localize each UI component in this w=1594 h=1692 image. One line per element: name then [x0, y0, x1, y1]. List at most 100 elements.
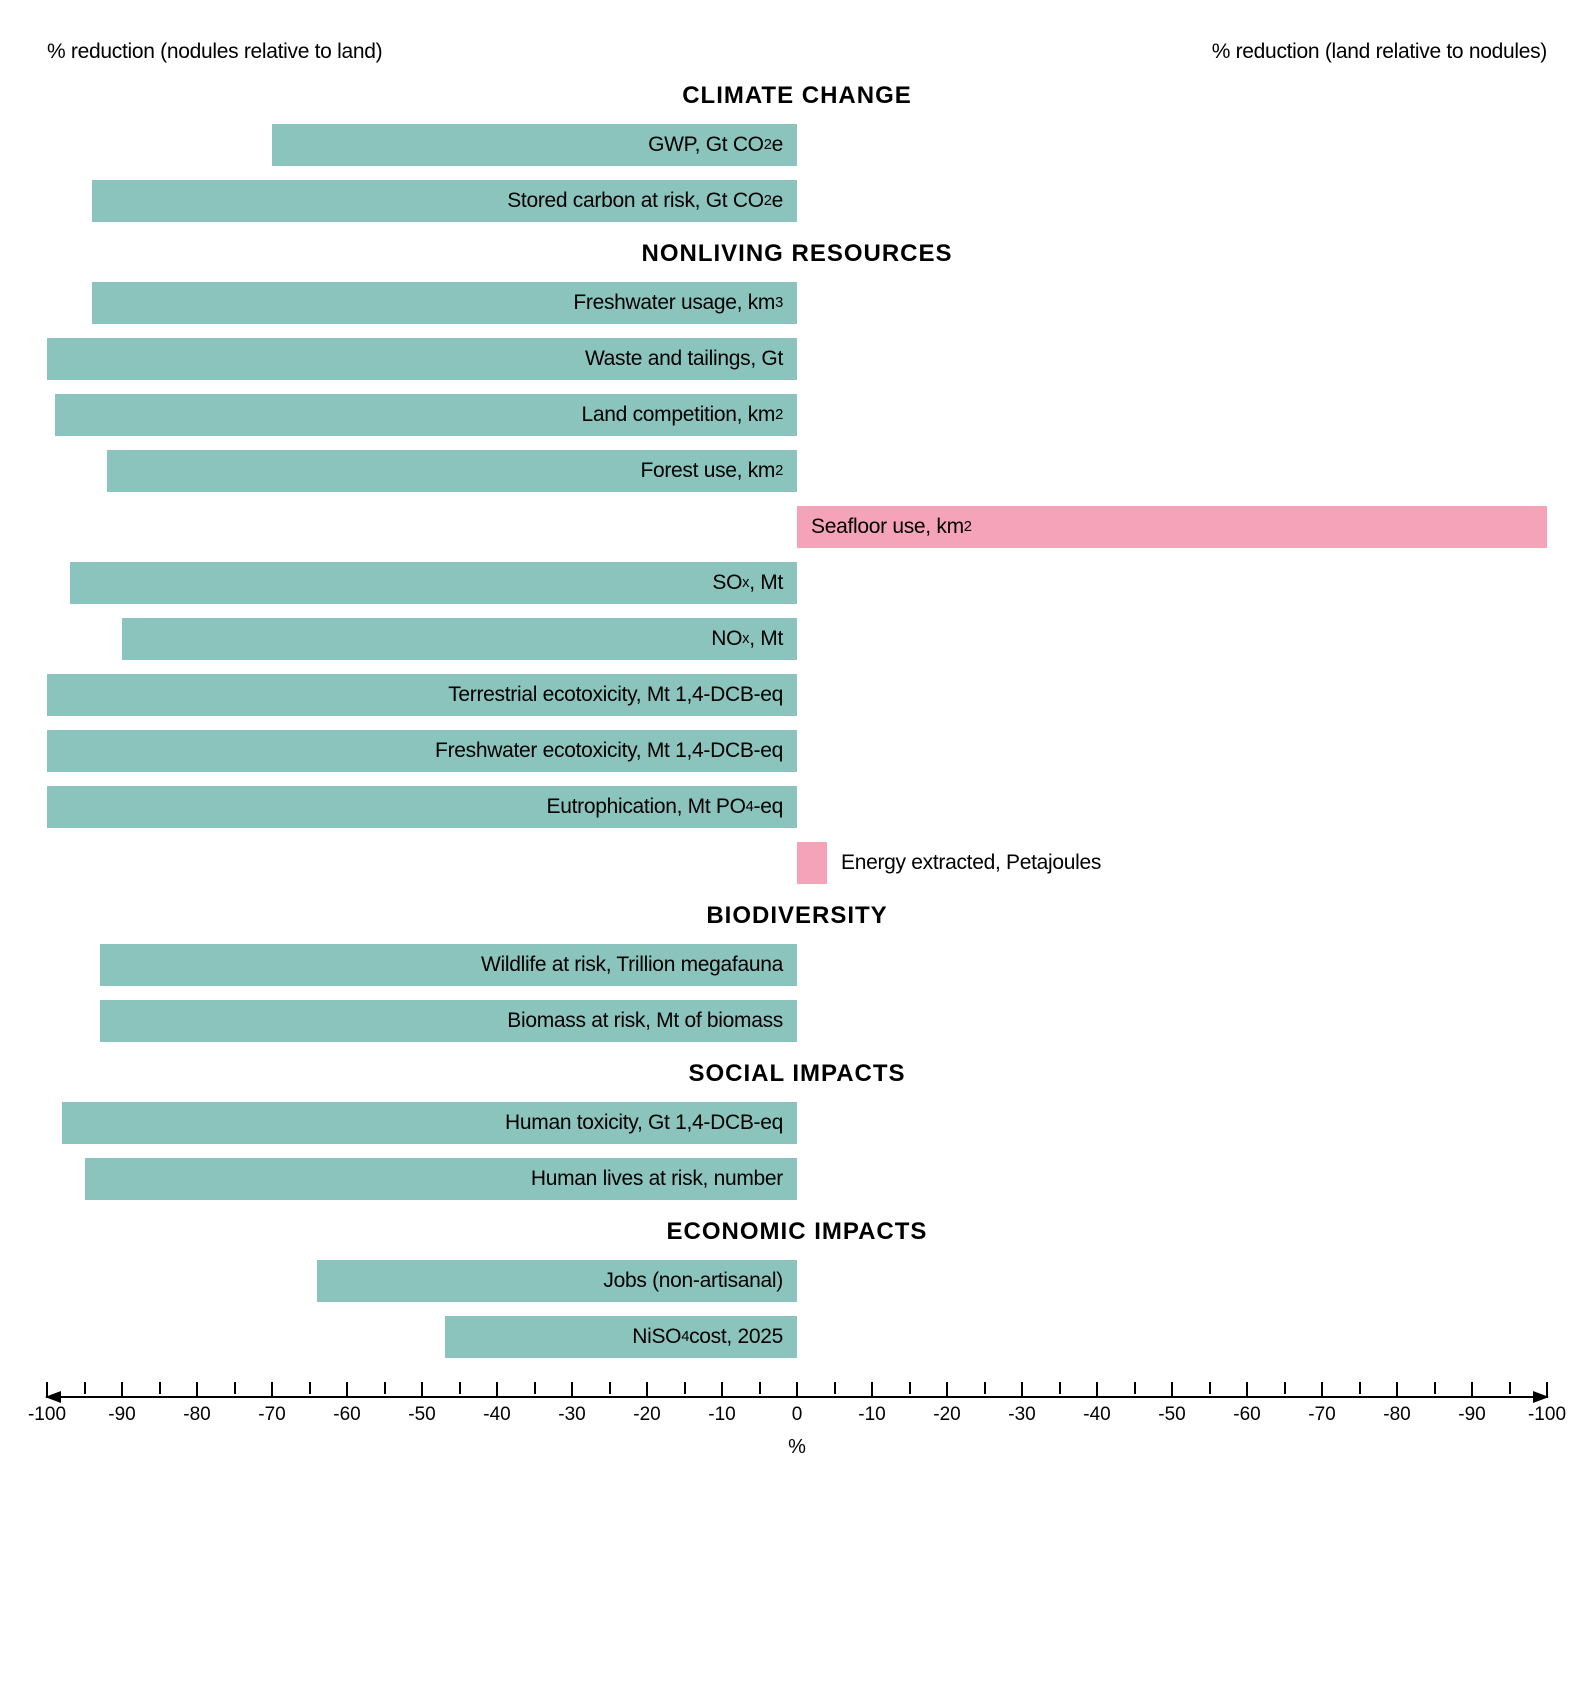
bar: NOx, Mt	[122, 618, 797, 660]
bar-half-left: NiSO4 cost, 2025	[47, 1316, 797, 1358]
tick-label: -10	[858, 1404, 885, 1426]
bar: Forest use, km2	[107, 450, 797, 492]
x-axis: -100-90-80-70-60-50-40-30-20-100-10-20-3…	[47, 1382, 1547, 1452]
tick-minor	[834, 1382, 836, 1394]
bar-row: Eutrophication, Mt PO4-eq	[47, 786, 1547, 828]
tick-minor	[1134, 1382, 1136, 1394]
bar-row: Human lives at risk, number	[47, 1158, 1547, 1200]
tick-label: -90	[1458, 1404, 1485, 1426]
section-header: ECONOMIC IMPACTS	[47, 1218, 1547, 1246]
bar: Seafloor use, km2	[797, 506, 1547, 548]
bar-half-right	[797, 1158, 1547, 1200]
bar-half-right: Seafloor use, km2	[797, 506, 1547, 548]
bar-row: Jobs (non-artisanal)	[47, 1260, 1547, 1302]
left-axis-label: % reduction (nodules relative to land)	[47, 40, 382, 64]
bar-half-right	[797, 180, 1547, 222]
tick-label: -20	[933, 1404, 960, 1426]
tick-label: -70	[1308, 1404, 1335, 1426]
bar-half-right	[797, 786, 1547, 828]
axis-tick-labels: -100-90-80-70-60-50-40-30-20-100-10-20-3…	[47, 1404, 1547, 1432]
bar-half-right	[797, 944, 1547, 986]
section-header: SOCIAL IMPACTS	[47, 1060, 1547, 1088]
bar-half-right	[797, 1102, 1547, 1144]
bar-half-right	[797, 1260, 1547, 1302]
tick-label: -50	[1158, 1404, 1185, 1426]
bars-area: CLIMATE CHANGE GWP, Gt CO2e Stored carbon …	[47, 82, 1547, 1358]
bar-half-left: Freshwater usage, km3	[47, 282, 797, 324]
bar-half-right	[797, 124, 1547, 166]
bar-half-left: Human lives at risk, number	[47, 1158, 797, 1200]
tick-minor	[1434, 1382, 1436, 1394]
tick-label: -100	[28, 1404, 66, 1426]
bar-half-left	[47, 842, 797, 884]
bar-half-right	[797, 450, 1547, 492]
tick-label: -50	[408, 1404, 435, 1426]
bar-half-right	[797, 282, 1547, 324]
tick-minor	[984, 1382, 986, 1394]
tick-minor	[534, 1382, 536, 1394]
tick-label: -80	[1383, 1404, 1410, 1426]
bar-row: Human toxicity, Gt 1,4-DCB-eq	[47, 1102, 1547, 1144]
bar-half-right	[797, 562, 1547, 604]
bar-half-left: Wildlife at risk, Trillion megafauna	[47, 944, 797, 986]
bar-row: Seafloor use, km2	[47, 506, 1547, 548]
tick-label: -40	[1083, 1404, 1110, 1426]
tick-label: -70	[258, 1404, 285, 1426]
bar-label: Energy extracted, Petajoules	[841, 851, 1101, 875]
tick-label: -90	[108, 1404, 135, 1426]
bar: Waste and tailings, Gt	[47, 338, 797, 380]
bar-row: Waste and tailings, Gt	[47, 338, 1547, 380]
axis-ticks	[47, 1382, 1547, 1396]
bar-half-left: Freshwater ecotoxicity, Mt 1,4-DCB-eq	[47, 730, 797, 772]
tick-label: 0	[792, 1404, 803, 1426]
bar-row: Wildlife at risk, Trillion megafauna	[47, 944, 1547, 986]
bar-half-left: Human toxicity, Gt 1,4-DCB-eq	[47, 1102, 797, 1144]
bar-half-right	[797, 1316, 1547, 1358]
tick-minor	[234, 1382, 236, 1394]
tick-minor	[309, 1382, 311, 1394]
bar: Terrestrial ecotoxicity, Mt 1,4-DCB-eq	[47, 674, 797, 716]
bar: GWP, Gt CO2e	[272, 124, 797, 166]
bar-row: Stored carbon at risk, Gt CO2e	[47, 180, 1547, 222]
bar-half-right	[797, 338, 1547, 380]
bar	[797, 842, 827, 884]
bar-half-left: Jobs (non-artisanal)	[47, 1260, 797, 1302]
bar-half-left: Waste and tailings, Gt	[47, 338, 797, 380]
section-header: BIODIVERSITY	[47, 902, 1547, 930]
bar-row: NOx, Mt	[47, 618, 1547, 660]
bar: Human toxicity, Gt 1,4-DCB-eq	[62, 1102, 797, 1144]
bar: Wildlife at risk, Trillion megafauna	[100, 944, 798, 986]
bar-half-left: Terrestrial ecotoxicity, Mt 1,4-DCB-eq	[47, 674, 797, 716]
bar: Land competition, km2	[55, 394, 798, 436]
bar-half-right	[797, 674, 1547, 716]
tick-label: -60	[333, 1404, 360, 1426]
tick-label: -10	[708, 1404, 735, 1426]
tick-minor	[759, 1382, 761, 1394]
tick-minor	[684, 1382, 686, 1394]
axis-arrow-left-icon	[45, 1391, 61, 1403]
tick-minor	[1509, 1382, 1511, 1394]
tick-label: -40	[483, 1404, 510, 1426]
tick-label: -100	[1528, 1404, 1566, 1426]
tick-minor	[159, 1382, 161, 1394]
bar-row: Land competition, km2	[47, 394, 1547, 436]
axis-arrow-right-icon	[1533, 1391, 1549, 1403]
bar-row: GWP, Gt CO2e	[47, 124, 1547, 166]
tick-label: -30	[558, 1404, 585, 1426]
bar: Stored carbon at risk, Gt CO2e	[92, 180, 797, 222]
axis-title: %	[47, 1436, 1547, 1459]
bar-half-left: Forest use, km2	[47, 450, 797, 492]
right-axis-label: % reduction (land relative to nodules)	[1212, 40, 1547, 64]
bar-row: Forest use, km2	[47, 450, 1547, 492]
diverging-bar-chart: % reduction (nodules relative to land) %…	[47, 40, 1547, 1452]
bar-row: Energy extracted, Petajoules	[47, 842, 1547, 884]
section-header: NONLIVING RESOURCES	[47, 240, 1547, 268]
bar-half-left: NOx, Mt	[47, 618, 797, 660]
tick-minor	[459, 1382, 461, 1394]
tick-minor	[909, 1382, 911, 1394]
bar: SOx, Mt	[70, 562, 798, 604]
section-header: CLIMATE CHANGE	[47, 82, 1547, 110]
tick-minor	[1359, 1382, 1361, 1394]
bar-row: NiSO4 cost, 2025	[47, 1316, 1547, 1358]
tick-minor	[609, 1382, 611, 1394]
